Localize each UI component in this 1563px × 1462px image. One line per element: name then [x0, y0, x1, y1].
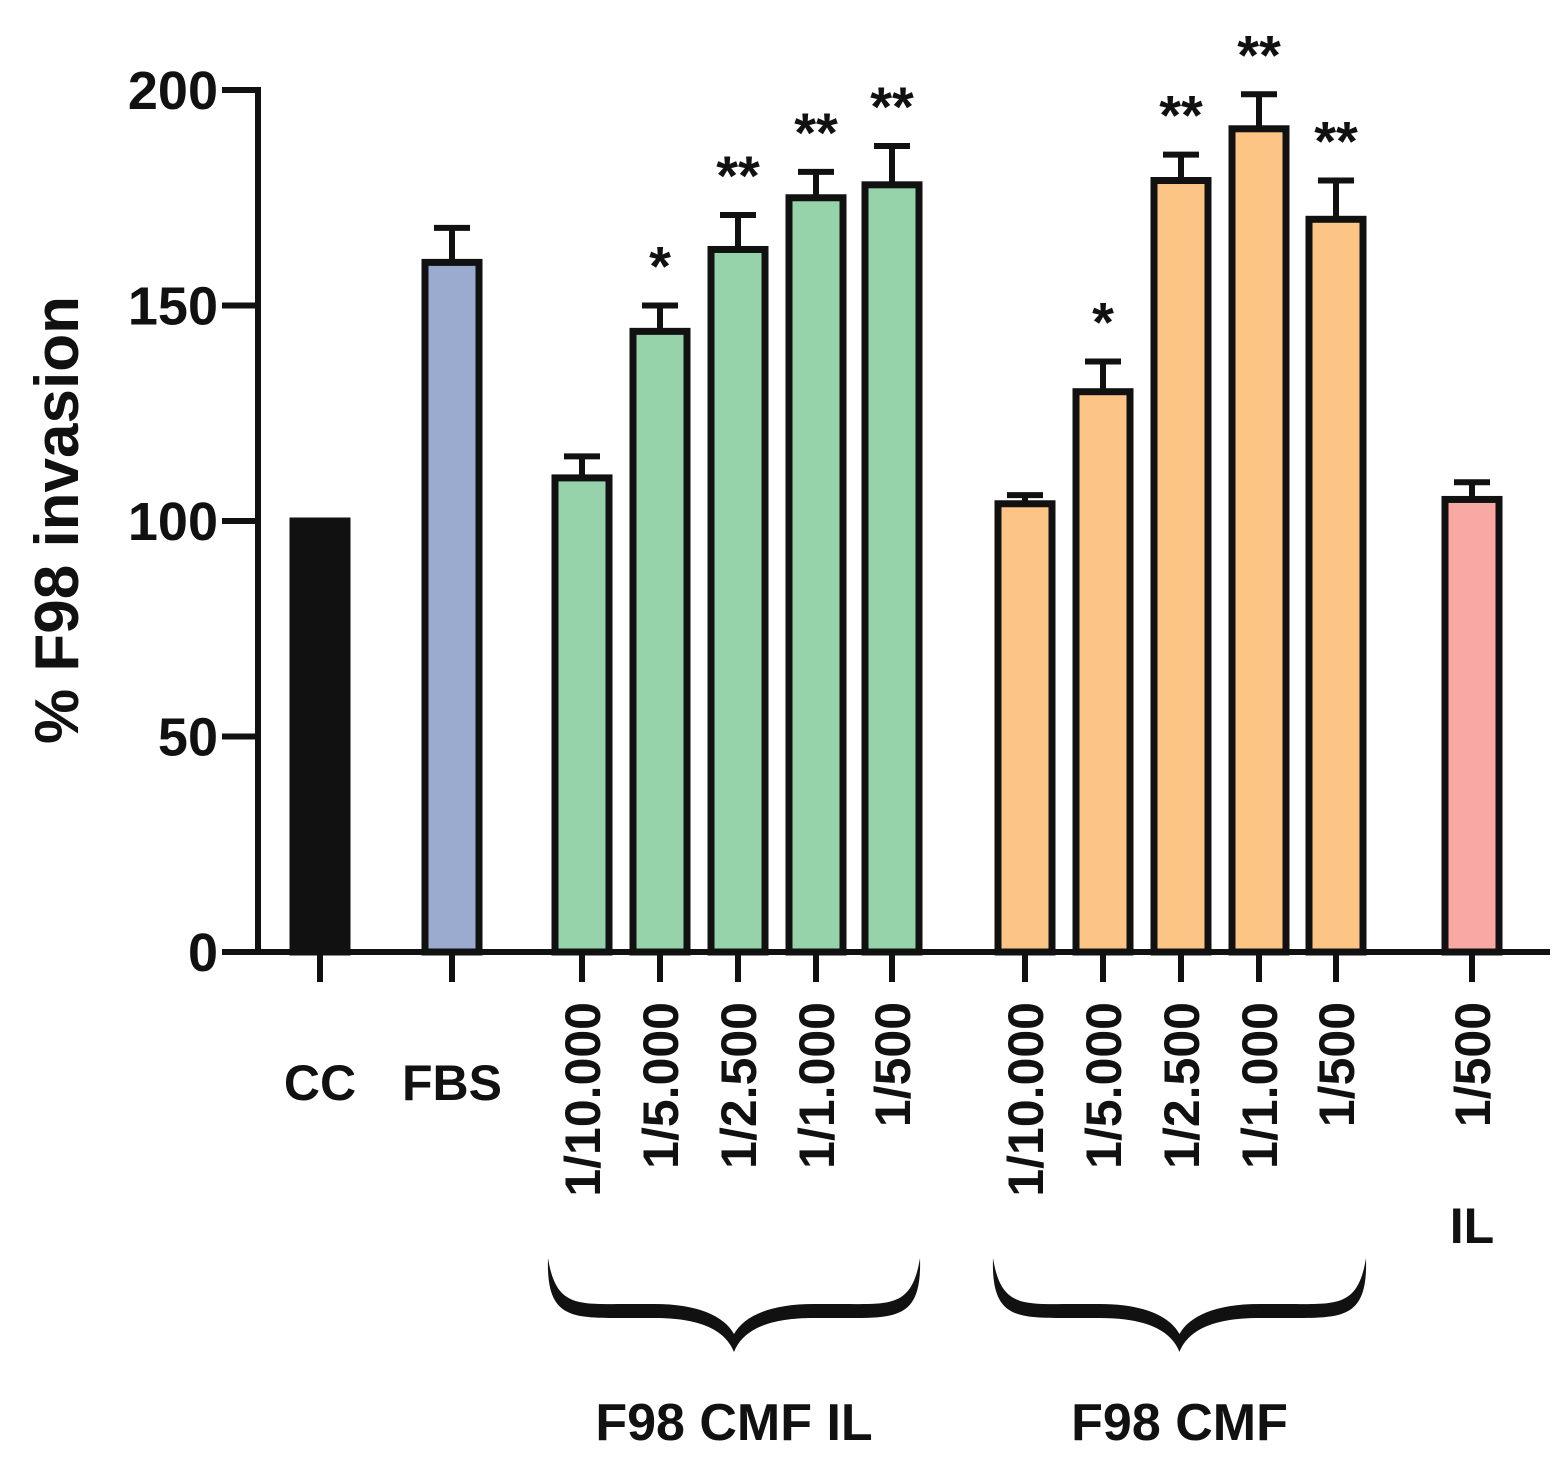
- error-bar: [1318, 177, 1354, 220]
- error-bar: [1007, 492, 1043, 504]
- y-tick-label: 0: [188, 923, 218, 983]
- error-bar: [1163, 151, 1199, 181]
- group-braces: F98 CMF IL F98 CMF: [547, 1258, 1367, 1452]
- y-tick-label: 200: [128, 61, 218, 121]
- group-label: F98 CMF IL: [595, 1394, 872, 1452]
- group-brace: [992, 1258, 1367, 1352]
- x-category-label: 1/2.500: [711, 1002, 767, 1169]
- significance-marker: **: [794, 101, 838, 164]
- error-bar: [1241, 91, 1277, 129]
- bar: [1441, 495, 1503, 956]
- x-category-label: 1/2.500: [1154, 1002, 1210, 1169]
- significance-marker: *: [649, 235, 671, 298]
- category-labels: CC FBS 1/10.000 1/5.000 1/2.500 1/1.000 1/500 1…: [284, 1002, 1501, 1254]
- x-category-sublabel: IL: [1450, 1198, 1494, 1254]
- bar: [551, 474, 613, 956]
- significance-marker: **: [716, 144, 760, 207]
- significance-marker: **: [1314, 110, 1358, 173]
- x-category-label: 1/1.000: [1232, 1002, 1288, 1169]
- x-category-label: 1/10.000: [998, 1002, 1054, 1197]
- bar: [785, 194, 847, 956]
- bar: [1072, 388, 1134, 956]
- x-category-label: 1/1.000: [789, 1002, 845, 1169]
- x-category-label: FBS: [402, 1055, 502, 1111]
- error-bar: [874, 143, 910, 185]
- significance-marker: **: [1159, 84, 1203, 147]
- bar: [994, 500, 1056, 956]
- error-bar: [798, 168, 834, 198]
- bar: [861, 181, 923, 956]
- significance-marker: **: [870, 75, 914, 138]
- error-bar: [564, 453, 600, 478]
- x-category-label: CC: [284, 1055, 356, 1111]
- x-axis: [228, 949, 1550, 982]
- x-category-label: 1/500: [865, 1002, 921, 1127]
- error-bar: [434, 224, 470, 263]
- bar: [629, 327, 691, 956]
- y-tick-label: 150: [128, 277, 218, 337]
- bar: [1228, 125, 1290, 956]
- error-bar: [1454, 479, 1490, 500]
- x-category-label: 1/10.000: [555, 1002, 611, 1197]
- group-brace: [547, 1258, 921, 1352]
- y-tick-label: 100: [128, 492, 218, 552]
- bar: [289, 517, 351, 956]
- x-category-label: 1/500: [1309, 1002, 1365, 1127]
- significance-marker: **: [1237, 23, 1281, 86]
- error-bar: [720, 211, 756, 250]
- group-label: F98 CMF: [1071, 1394, 1288, 1452]
- x-category-label: 1/5.000: [1076, 1002, 1132, 1169]
- bar: [707, 245, 769, 956]
- error-bar: [642, 302, 678, 332]
- y-axis: 0 50 100 150 200: [128, 61, 261, 983]
- x-category-label: 1/500: [1445, 1002, 1501, 1127]
- y-tick-label: 50: [158, 708, 218, 768]
- bar: [1150, 177, 1212, 956]
- error-bar: [1085, 358, 1121, 392]
- x-category-label: 1/5.000: [633, 1002, 689, 1169]
- bar: [1305, 215, 1367, 956]
- bar: [421, 258, 483, 956]
- y-axis-label: % F98 invasion: [23, 296, 92, 744]
- significance-marker: *: [1092, 291, 1114, 354]
- bars: ***** *********: [289, 23, 1503, 956]
